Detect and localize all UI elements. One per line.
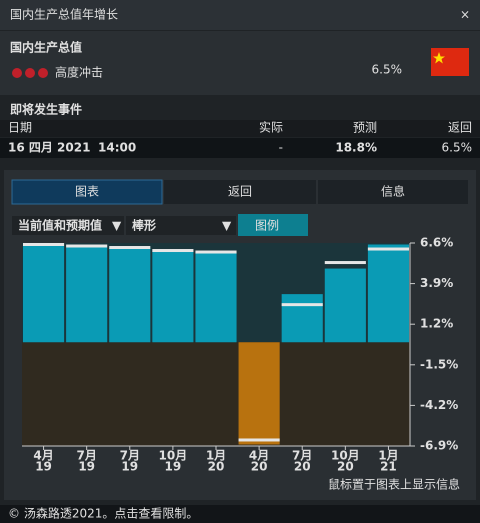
col-header: 日期	[8, 121, 32, 135]
table-row	[0, 138, 480, 158]
value: 6.5%	[372, 63, 403, 77]
close-button[interactable]: ×	[460, 8, 470, 22]
title-bar	[0, 0, 480, 30]
forecast-marker	[238, 438, 280, 442]
x-tick-label: 20	[337, 460, 354, 474]
dropdown-arrow[interactable]: ▼	[222, 219, 232, 233]
x-tick-label: 20	[294, 460, 311, 474]
bar	[281, 294, 323, 343]
col-header: 实际	[259, 120, 283, 135]
cell: 6.5%	[442, 141, 473, 155]
footer[interactable]: © 汤森路透2021。点击查看限制。	[8, 506, 198, 521]
dropdown-label[interactable]: 当前值和预期值	[18, 218, 102, 233]
cell: -	[279, 141, 283, 155]
y-tick-label: -6.9%	[420, 439, 458, 453]
tab-label[interactable]: 图表	[75, 185, 99, 199]
hint: 鼠标置于图表上显示信息	[328, 477, 460, 492]
x-tick-label: 1月	[378, 449, 398, 463]
tab-label[interactable]: 返回	[228, 185, 252, 199]
section-title: 即将发生事件	[10, 102, 82, 117]
col-header: 预测	[353, 121, 377, 135]
x-tick-label: 10月	[159, 449, 188, 463]
indicator-title: 国内生产总值	[10, 40, 82, 55]
bar	[238, 342, 280, 445]
legend-button-label[interactable]: 图例	[255, 219, 279, 233]
cell: 18.8%	[335, 141, 377, 155]
forecast-marker	[152, 249, 194, 253]
bar	[23, 246, 65, 343]
x-tick-label: 4月	[33, 449, 53, 463]
cell: 16 四月 2021	[8, 141, 90, 155]
x-tick-label: 19	[165, 460, 182, 474]
forecast-marker	[23, 243, 65, 247]
footer-bar	[0, 505, 480, 523]
flag	[431, 48, 469, 76]
bar	[324, 268, 366, 343]
bar	[66, 247, 108, 343]
x-tick-label: 19	[121, 460, 138, 474]
cell: 14:00	[98, 141, 136, 155]
y-tick-label: -1.5%	[420, 357, 458, 371]
col-header: 返回	[448, 121, 472, 135]
table-header	[0, 120, 480, 137]
y-tick-label: 3.9%	[420, 276, 453, 290]
y-tick-label: 6.6%	[420, 236, 453, 250]
tab-active[interactable]	[11, 179, 163, 205]
impact-dot	[12, 68, 22, 78]
x-tick-label: 19	[35, 460, 52, 474]
x-tick-label: 7月	[120, 449, 140, 463]
forecast-marker	[66, 244, 108, 248]
x-tick-label: 4月	[249, 449, 269, 463]
forecast-marker	[109, 246, 151, 250]
bar	[367, 244, 409, 343]
dropdown[interactable]	[12, 216, 124, 235]
plot-negative	[22, 342, 410, 446]
dropdown[interactable]	[126, 216, 236, 235]
y-tick-label: 1.2%	[420, 317, 453, 331]
dropdown-arrow[interactable]: ▼	[112, 219, 122, 233]
forecast-marker	[281, 303, 323, 307]
y-tick-label: -4.2%	[420, 398, 458, 412]
x-tick-label: 19	[78, 460, 95, 474]
legend-button[interactable]	[238, 214, 308, 236]
impact: 高度冲击	[55, 65, 103, 80]
dropdown-label[interactable]: 棒形	[132, 218, 156, 233]
x-tick-label: 1月	[206, 449, 226, 463]
tab[interactable]	[164, 180, 316, 204]
bar	[109, 247, 151, 343]
tab[interactable]	[318, 180, 468, 204]
x-tick-label: 7月	[292, 449, 312, 463]
impact-dot	[25, 68, 35, 78]
bar	[195, 252, 237, 343]
impact-dot	[38, 68, 48, 78]
forecast-marker	[324, 261, 366, 265]
tab-label[interactable]: 信息	[381, 184, 405, 199]
x-tick-label: 20	[208, 460, 225, 474]
header	[0, 31, 480, 95]
forecast-marker	[367, 247, 409, 251]
x-tick-label: 10月	[331, 449, 360, 463]
x-tick-label: 21	[380, 460, 397, 474]
x-tick-label: 7月	[76, 449, 96, 463]
window-title: 国内生产总值年增长	[10, 7, 118, 22]
forecast-marker	[195, 250, 237, 254]
bar	[152, 250, 194, 343]
x-tick-label: 20	[251, 460, 268, 474]
